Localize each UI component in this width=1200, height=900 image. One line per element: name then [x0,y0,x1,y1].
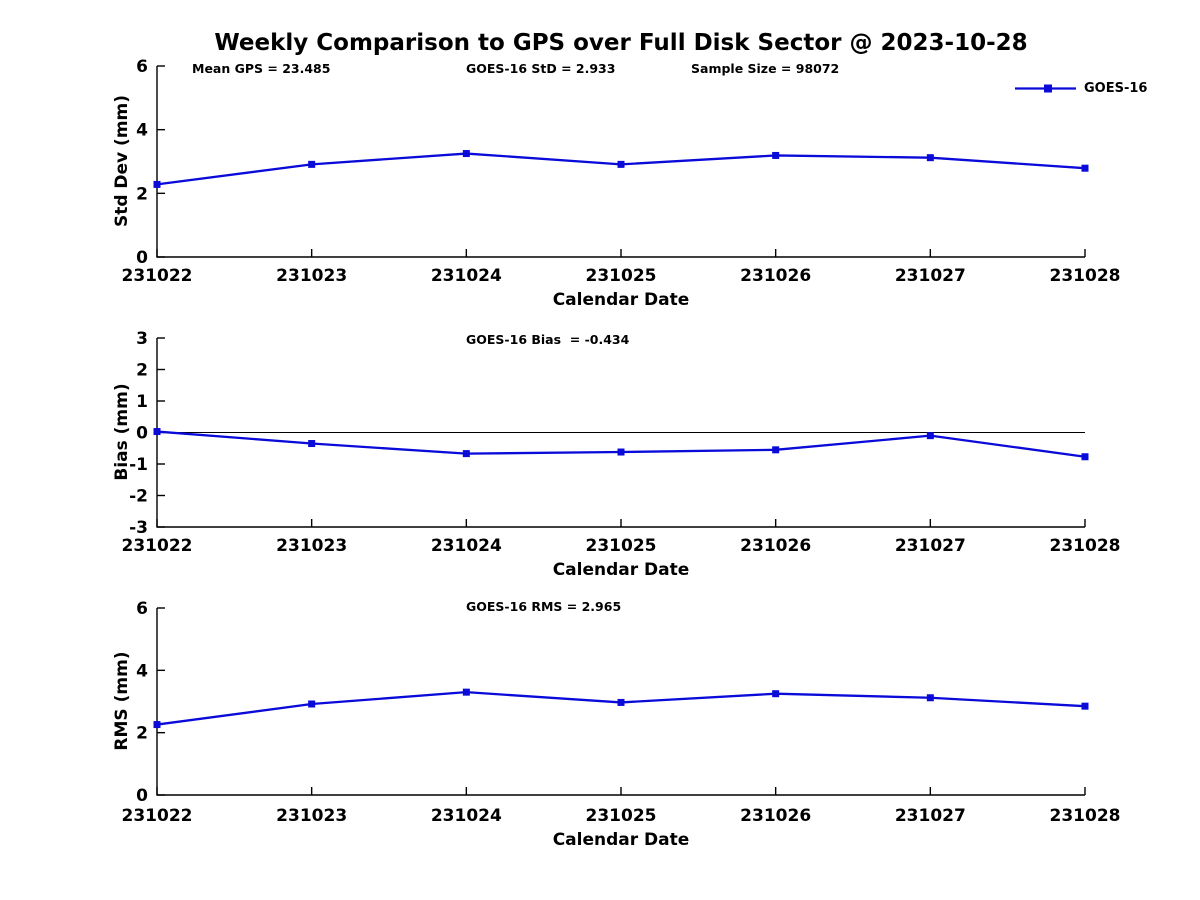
legend-label-goes16: GOES-16 [1084,81,1148,96]
x-tick-label: 231025 [586,806,657,826]
y-tick-label: 0 [136,248,148,268]
data-point-marker [926,432,934,440]
x-tick-label: 231023 [276,536,347,556]
y-tick-label: 4 [136,661,148,681]
data-point-marker [1081,702,1089,710]
x-tick-label: 231027 [895,536,966,556]
y-tick-label: 2 [136,724,148,744]
data-point-marker [153,180,161,188]
data-point-marker [462,150,470,158]
x-tick-label: 231025 [586,266,657,286]
y-tick-label: -1 [129,455,148,475]
x-tick-label: 231025 [586,536,657,556]
data-point-marker [308,440,316,448]
annotation-goes16-std: GOES-16 StD = 2.933 [466,61,616,76]
data-point-marker [1081,164,1089,172]
data-point-marker [617,698,625,706]
x-axis-label-3: Calendar Date [552,830,690,850]
y-tick-label: 0 [136,424,148,444]
x-tick-label: 231022 [122,536,193,556]
x-tick-label: 231023 [276,266,347,286]
x-tick-label: 231022 [122,266,193,286]
y-axis-label-std-dev: Std Dev (mm) [112,94,132,228]
series-line-goes-16 [156,691,1086,726]
x-tick-label: 231024 [431,266,502,286]
data-point-marker [153,428,161,436]
x-axis-label-2: Calendar Date [552,560,690,580]
data-point-marker [926,694,934,702]
data-point-marker [926,154,934,162]
data-point-marker [617,160,625,168]
y-tick-label: 0 [136,786,148,806]
y-tick-label: 6 [136,599,148,619]
y-tick-label: 6 [136,57,148,77]
annotation-mean-gps: Mean GPS = 23.485 [192,61,331,76]
y-tick-label: 2 [136,184,148,204]
x-tick-label: 231024 [431,806,502,826]
y-tick-label: -2 [129,487,148,507]
annotation-goes16-bias: GOES-16 Bias = -0.434 [466,332,630,347]
annotation-goes16-rms: GOES-16 RMS = 2.965 [466,599,622,614]
y-tick-label: 4 [136,121,148,141]
x-axis-label-1: Calendar Date [552,290,690,310]
data-point-marker [153,721,161,729]
series-line-goes-16 [156,152,1086,186]
x-tick-label: 231027 [895,806,966,826]
x-tick-label: 231023 [276,806,347,826]
data-point-marker [308,160,316,168]
x-tick-label: 231028 [1050,266,1121,286]
y-tick-label: 2 [136,361,148,381]
x-tick-label: 231028 [1050,536,1121,556]
data-point-marker [1081,453,1089,461]
y-axis-label-rms: RMS (mm) [112,651,132,751]
annotation-sample-size: Sample Size = 98072 [691,61,840,76]
y-axis-label-bias: Bias (mm) [112,383,132,481]
x-tick-label: 231022 [122,806,193,826]
x-tick-label: 231027 [895,266,966,286]
x-tick-label: 231026 [740,806,811,826]
data-point-marker [772,690,780,698]
y-tick-label: -3 [129,518,148,538]
data-point-marker [772,151,780,159]
data-point-marker [617,448,625,456]
x-tick-label: 231026 [740,266,811,286]
x-tick-label: 231028 [1050,806,1121,826]
data-point-marker [462,688,470,696]
data-point-marker [772,446,780,454]
x-tick-label: 231026 [740,536,811,556]
legend-marker [1044,84,1052,93]
y-tick-label: 3 [136,329,148,349]
data-point-marker [308,700,316,708]
data-point-marker [462,450,470,458]
figure-title: Weekly Comparison to GPS over Full Disk … [214,30,1028,56]
x-tick-label: 231024 [431,536,502,556]
y-tick-label: 1 [136,392,148,412]
